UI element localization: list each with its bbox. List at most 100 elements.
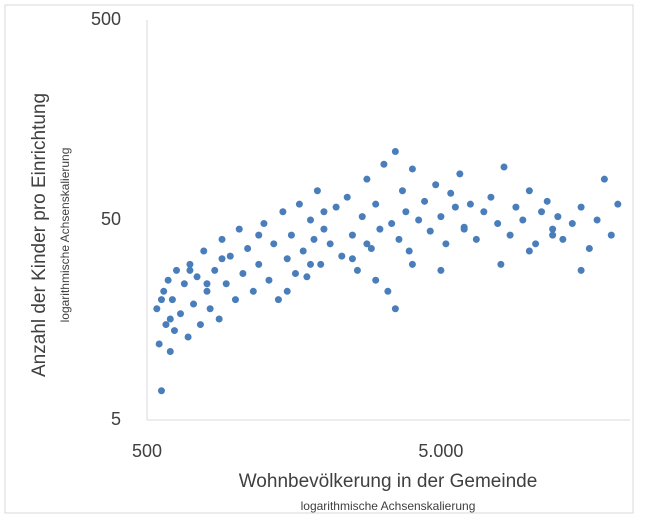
point xyxy=(313,187,321,195)
point xyxy=(306,260,314,268)
point xyxy=(303,273,311,281)
point xyxy=(538,208,546,216)
point xyxy=(506,231,514,239)
point xyxy=(600,175,608,183)
point xyxy=(226,252,234,260)
point xyxy=(358,213,366,221)
point xyxy=(408,260,416,268)
point xyxy=(180,280,188,288)
y-tick-label: 500 xyxy=(91,9,121,29)
point xyxy=(218,255,226,263)
point xyxy=(320,208,328,216)
point xyxy=(186,260,194,268)
point xyxy=(200,247,208,255)
point xyxy=(215,315,223,323)
point xyxy=(353,266,361,274)
point xyxy=(593,216,601,224)
point xyxy=(363,175,371,183)
point xyxy=(295,200,303,208)
point xyxy=(500,163,508,171)
point xyxy=(270,240,278,248)
point xyxy=(442,240,450,248)
point xyxy=(367,245,375,253)
point xyxy=(170,327,178,335)
point xyxy=(415,216,423,224)
point xyxy=(568,220,576,228)
point xyxy=(166,315,174,323)
point xyxy=(487,193,495,201)
point xyxy=(559,235,567,243)
point xyxy=(172,266,180,274)
point xyxy=(176,310,184,318)
point xyxy=(614,200,622,208)
y-tick-label: 50 xyxy=(101,209,121,229)
point xyxy=(494,220,502,228)
point xyxy=(157,387,165,395)
point xyxy=(554,213,562,221)
point xyxy=(193,273,201,281)
point xyxy=(577,203,585,211)
point xyxy=(372,276,380,284)
point xyxy=(168,296,176,304)
point xyxy=(421,197,429,205)
point xyxy=(543,197,551,205)
point xyxy=(260,220,268,228)
point xyxy=(160,287,168,295)
point xyxy=(206,305,214,313)
point xyxy=(235,225,243,233)
point xyxy=(405,247,413,255)
point xyxy=(525,247,533,255)
point xyxy=(249,287,257,295)
point xyxy=(203,287,211,295)
point xyxy=(363,240,371,248)
point xyxy=(211,266,219,274)
point xyxy=(244,245,252,253)
point xyxy=(265,276,273,284)
point xyxy=(255,231,263,239)
point xyxy=(291,270,299,278)
point xyxy=(283,287,291,295)
point xyxy=(408,165,416,173)
point xyxy=(255,260,263,268)
point xyxy=(320,225,328,233)
point xyxy=(432,181,440,189)
point xyxy=(585,245,593,253)
point xyxy=(186,266,194,274)
point xyxy=(391,148,399,156)
point xyxy=(155,340,163,348)
point xyxy=(525,187,533,195)
point xyxy=(549,231,557,239)
point xyxy=(153,305,161,313)
point xyxy=(372,200,380,208)
point xyxy=(480,208,488,216)
point xyxy=(196,321,204,329)
point xyxy=(299,247,307,255)
chart-frame xyxy=(4,4,634,514)
point xyxy=(456,170,464,178)
point xyxy=(607,231,615,239)
point xyxy=(326,240,334,248)
point xyxy=(164,276,172,284)
point xyxy=(222,280,230,288)
point xyxy=(395,235,403,243)
x-tick-label: 500 xyxy=(132,441,162,461)
point xyxy=(231,296,239,304)
point xyxy=(279,208,287,216)
point xyxy=(380,160,388,168)
point xyxy=(472,235,480,243)
point xyxy=(239,270,247,278)
x-tick-label: 5.000 xyxy=(418,441,463,461)
point xyxy=(162,321,170,329)
point xyxy=(577,266,585,274)
x-axis-subtitle: logarithmische Achsenskalierung xyxy=(301,499,476,513)
point xyxy=(460,225,468,233)
point xyxy=(310,235,318,243)
point xyxy=(184,333,192,341)
point xyxy=(338,252,346,260)
point xyxy=(283,255,291,263)
point xyxy=(157,296,165,304)
point xyxy=(512,203,520,211)
point xyxy=(218,235,226,243)
point xyxy=(532,240,540,248)
